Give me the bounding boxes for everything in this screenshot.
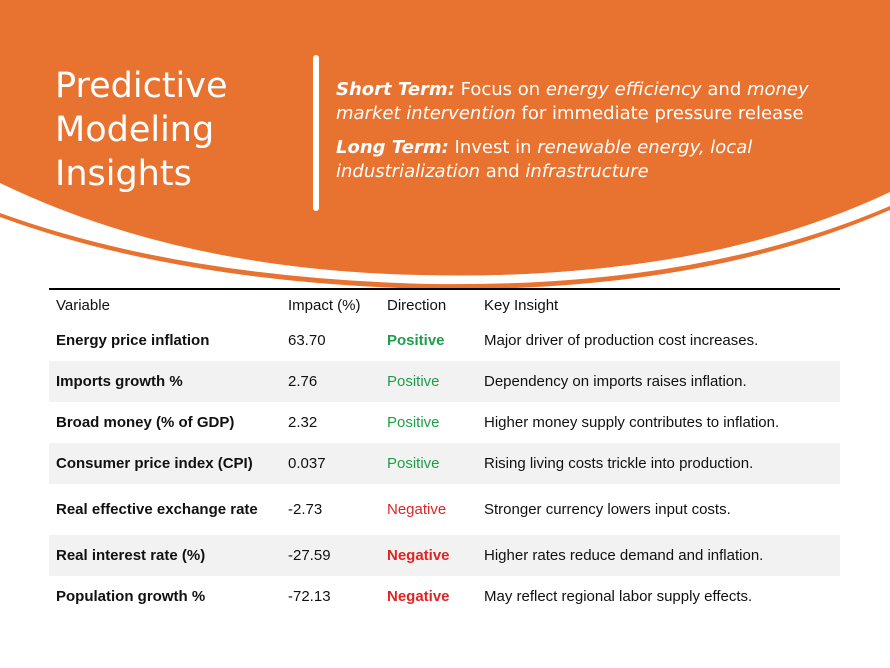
table-row: Broad money (% of GDP) 2.32 Positive Hig… <box>49 402 840 443</box>
short-term-label: Short Term: <box>336 79 455 100</box>
impact-cell: -2.73 <box>288 501 323 518</box>
impact-cell: -27.59 <box>281 535 380 576</box>
text: Focus on <box>454 79 546 100</box>
page-title: Predictive Modeling Insights <box>55 64 295 196</box>
insight-cell: Stronger currency lowers input costs. <box>484 501 731 518</box>
insight-cell: May reflect regional labor supply effect… <box>484 588 753 605</box>
column-header-variable: Variable <box>56 296 110 314</box>
table-row: Real interest rate (%) -27.59 Negative H… <box>49 535 840 576</box>
text: Invest in <box>448 137 538 158</box>
variable-cell: Real effective exchange rate <box>56 501 258 518</box>
long-term-label: Long Term: <box>336 137 449 158</box>
insight-cell: Higher money supply contributes to infla… <box>484 414 780 431</box>
orange-header-shape <box>0 0 890 276</box>
title-line: Modeling <box>55 110 215 150</box>
insight-cell: Dependency on imports raises inflation. <box>477 361 840 402</box>
impact-cell: 63.70 <box>288 332 326 349</box>
column-header-impact: Impact (%) <box>288 296 361 314</box>
title-line: Insights <box>55 154 192 194</box>
impact-cell: 2.32 <box>288 414 318 431</box>
long-term-note: Long Term: Invest in renewable energy, l… <box>336 136 856 184</box>
emphasis: money market intervention <box>336 79 809 124</box>
table-row: Energy price inflation 63.70 Positive Ma… <box>49 320 840 361</box>
variable-cell: Imports growth % <box>49 361 281 402</box>
variable-cell: Real interest rate (%) <box>49 535 281 576</box>
table-row: Real effective exchange rate -2.73 Negat… <box>49 484 840 535</box>
insights-table: Variable Impact (%) Direction Key Insigh… <box>49 288 840 617</box>
strategy-notes: Short Term: Focus on energy efficiency a… <box>336 78 856 194</box>
orange-header-background <box>0 0 890 290</box>
direction-cell: Positive <box>380 443 477 484</box>
orange-swoosh-line <box>0 206 890 290</box>
vertical-divider <box>313 55 319 211</box>
insight-cell: Higher rates reduce demand and inflation… <box>477 535 840 576</box>
impact-cell: 0.037 <box>281 443 380 484</box>
title-line: Predictive <box>55 66 228 106</box>
short-term-note: Short Term: Focus on energy efficiency a… <box>336 78 856 126</box>
emphasis: energy efficiency <box>545 79 702 100</box>
direction-cell: Negative <box>387 588 450 605</box>
text: and <box>480 161 526 182</box>
emphasis: infrastructure <box>525 161 649 182</box>
text: and <box>701 79 747 100</box>
table-header-row: Variable Impact (%) Direction Key Insigh… <box>49 289 840 320</box>
impact-cell: 2.76 <box>281 361 380 402</box>
variable-cell: Population growth % <box>56 588 206 605</box>
emphasis: renewable energy, local industrializatio… <box>336 137 753 182</box>
text: for immediate pressure release <box>515 103 804 124</box>
direction-cell: Positive <box>387 414 440 431</box>
insight-cell: Major driver of production cost increase… <box>484 332 759 349</box>
impact-cell: -72.13 <box>288 588 331 605</box>
variable-cell: Energy price inflation <box>56 332 210 349</box>
variable-cell: Broad money (% of GDP) <box>56 414 235 431</box>
white-swoosh-line <box>0 198 890 285</box>
direction-cell: Negative <box>387 501 447 518</box>
insight-cell: Rising living costs trickle into product… <box>477 443 840 484</box>
table-row: Imports growth % 2.76 Positive Dependenc… <box>49 361 840 402</box>
direction-cell: Positive <box>380 361 477 402</box>
table-row: Consumer price index (CPI) 0.037 Positiv… <box>49 443 840 484</box>
table-row: Population growth % -72.13 Negative May … <box>49 576 840 617</box>
column-header-direction: Direction <box>387 296 447 314</box>
direction-cell: Negative <box>380 535 477 576</box>
column-header-key-insight: Key Insight <box>484 296 559 314</box>
variable-cell: Consumer price index (CPI) <box>49 443 281 484</box>
direction-cell: Positive <box>387 332 445 349</box>
